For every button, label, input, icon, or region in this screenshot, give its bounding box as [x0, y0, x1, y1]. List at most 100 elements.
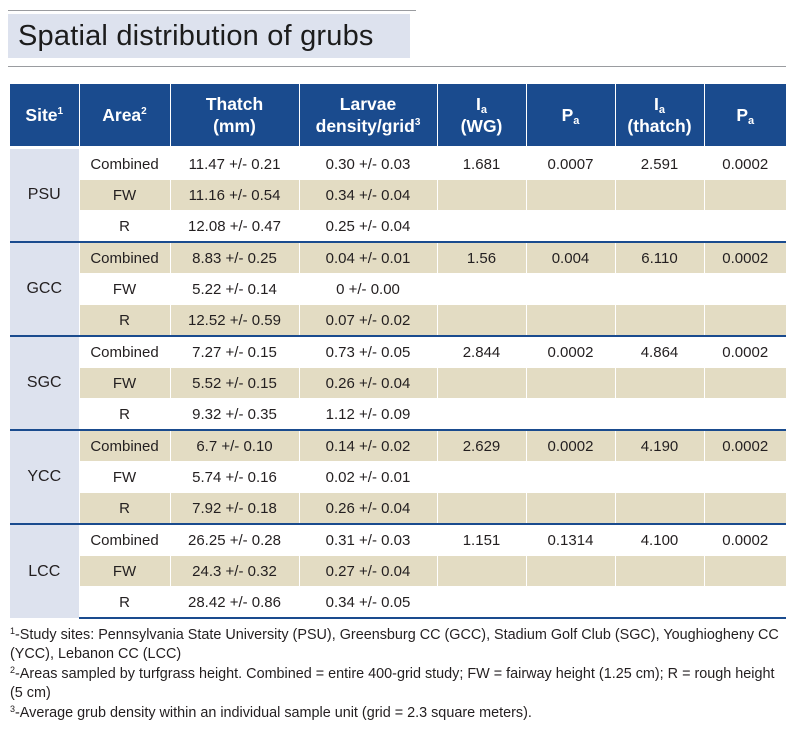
cell-larvae: 0.27 +/- 0.04 — [298, 555, 437, 587]
cell-pa2: 0.0002 — [703, 146, 786, 180]
cell-thatch: 28.42 +/- 0.86 — [169, 586, 299, 619]
title-top-rule — [8, 10, 416, 11]
cell-pa2 — [703, 304, 786, 336]
table-row: R 7.92 +/- 0.18 0.26 +/- 0.04 — [10, 492, 786, 524]
footnote-text: -Areas sampled by turfgrass height. Comb… — [10, 666, 775, 701]
cell-larvae: 0.14 +/- 0.02 — [298, 429, 437, 462]
cell-ia-wg — [436, 304, 526, 336]
cell-thatch: 6.7 +/- 0.10 — [169, 429, 299, 462]
header-ia-thatch: Ia (thatch) — [614, 84, 704, 149]
cell-area: R — [78, 586, 170, 619]
cell-larvae: 0.26 +/- 0.04 — [298, 492, 437, 524]
grub-distribution-table: Site1 Area2 Thatch (mm) Larvae density/gri… — [10, 84, 786, 619]
table-row: R 12.52 +/- 0.59 0.07 +/- 0.02 — [10, 304, 786, 336]
cell-pa2: 0.0002 — [703, 429, 786, 462]
cell-area: R — [78, 210, 170, 242]
cell-larvae: 0.34 +/- 0.05 — [298, 586, 437, 619]
cell-ia-thatch: 4.190 — [614, 429, 704, 462]
cell-pa1 — [525, 179, 615, 211]
cell-pa1 — [525, 586, 615, 619]
cell-area: R — [78, 492, 170, 524]
cell-ia-wg — [436, 555, 526, 587]
cell-ia-wg — [436, 210, 526, 242]
footnote: 2-Areas sampled by turfgrass height. Com… — [10, 665, 790, 703]
table-row: YCC Combined 6.7 +/- 0.10 0.14 +/- 0.02 2.62… — [10, 429, 786, 524]
site-cell: SGC — [10, 335, 79, 430]
cell-area: R — [78, 304, 170, 336]
footnote: 1-Study sites: Pennsylvania State Univer… — [10, 626, 790, 664]
cell-thatch: 7.92 +/- 0.18 — [169, 492, 299, 524]
footnote-mark: 1 — [10, 626, 16, 636]
cell-area: FW — [78, 273, 170, 305]
cell-pa1: 0.0007 — [525, 146, 615, 180]
cell-pa1 — [525, 273, 615, 305]
table-row: LCC Combined 26.25 +/- 0.28 0.31 +/- 0.03 1.… — [10, 523, 786, 618]
cell-larvae: 0.02 +/- 0.01 — [298, 461, 437, 493]
cell-larvae: 0.26 +/- 0.04 — [298, 367, 437, 399]
cell-larvae: 0.30 +/- 0.03 — [298, 146, 437, 180]
cell-ia-wg: 1.56 — [436, 241, 526, 274]
cell-larvae: 0.25 +/- 0.04 — [298, 210, 437, 242]
cell-thatch: 5.22 +/- 0.14 — [169, 273, 299, 305]
cell-area: Combined — [78, 146, 170, 180]
cell-thatch: 12.52 +/- 0.59 — [169, 304, 299, 336]
cell-area: FW — [78, 555, 170, 587]
table-row: FW 11.16 +/- 0.54 0.34 +/- 0.04 — [10, 179, 786, 211]
table-header-row: Site1 Area2 Thatch (mm) Larvae density/gri… — [10, 84, 786, 149]
cell-ia-wg — [436, 492, 526, 524]
footnote-text: -Average grub density within an individu… — [15, 705, 532, 721]
cell-thatch: 24.3 +/- 0.32 — [169, 555, 299, 587]
cell-pa1: 0.004 — [525, 241, 615, 274]
cell-ia-wg: 1.151 — [436, 523, 526, 556]
cell-pa1 — [525, 210, 615, 242]
cell-ia-thatch: 2.591 — [614, 146, 704, 180]
header-larvae-density: Larvae density/grid3 — [298, 84, 437, 149]
header-area: Area2 — [78, 84, 170, 149]
cell-ia-wg — [436, 367, 526, 399]
cell-thatch: 7.27 +/- 0.15 — [169, 335, 299, 368]
cell-pa1: 0.0002 — [525, 335, 615, 368]
footnote-mark: 3 — [10, 704, 16, 714]
cell-pa1: 0.0002 — [525, 429, 615, 462]
cell-ia-thatch — [614, 367, 704, 399]
cell-thatch: 9.32 +/- 0.35 — [169, 398, 299, 430]
cell-thatch: 5.52 +/- 0.15 — [169, 367, 299, 399]
cell-pa2: 0.0002 — [703, 241, 786, 274]
cell-pa2 — [703, 586, 786, 619]
cell-pa1 — [525, 367, 615, 399]
cell-pa2 — [703, 367, 786, 399]
cell-pa2: 0.0002 — [703, 523, 786, 556]
cell-ia-thatch — [614, 179, 704, 211]
header-ia-wg: Ia (WG) — [436, 84, 526, 149]
header-pa-thatch: Pa — [703, 84, 786, 149]
table-row: SGC Combined 7.27 +/- 0.15 0.73 +/- 0.05 2.8… — [10, 335, 786, 430]
table-row: FW 5.22 +/- 0.14 0 +/- 0.00 — [10, 273, 786, 305]
cell-ia-thatch — [614, 273, 704, 305]
cell-ia-thatch — [614, 304, 704, 336]
cell-area: FW — [78, 461, 170, 493]
cell-larvae: 0.07 +/- 0.02 — [298, 304, 437, 336]
cell-ia-thatch — [614, 398, 704, 430]
cell-thatch: 26.25 +/- 0.28 — [169, 523, 299, 556]
title-bottom-rule — [8, 66, 786, 67]
cell-area: Combined — [78, 523, 170, 556]
cell-area: R — [78, 398, 170, 430]
footnotes: 1-Study sites: Pennsylvania State Univer… — [10, 626, 790, 724]
cell-ia-wg: 1.681 — [436, 146, 526, 180]
cell-area: FW — [78, 367, 170, 399]
cell-larvae: 0.31 +/- 0.03 — [298, 523, 437, 556]
cell-ia-wg: 2.629 — [436, 429, 526, 462]
cell-thatch: 12.08 +/- 0.47 — [169, 210, 299, 242]
footnote-text: -Study sites: Pennsylvania State Univers… — [10, 627, 779, 662]
table-row: FW 24.3 +/- 0.32 0.27 +/- 0.04 — [10, 555, 786, 587]
header-thatch: Thatch (mm) — [169, 84, 299, 149]
cell-ia-wg — [436, 398, 526, 430]
header-pa-wg: Pa — [525, 84, 615, 149]
page-title: Spatial distribution of grubs — [8, 14, 410, 58]
cell-ia-wg — [436, 586, 526, 619]
cell-ia-thatch — [614, 586, 704, 619]
header-site: Site1 — [10, 84, 79, 149]
cell-ia-wg: 2.844 — [436, 335, 526, 368]
cell-pa2 — [703, 555, 786, 587]
cell-larvae: 1.12 +/- 0.09 — [298, 398, 437, 430]
